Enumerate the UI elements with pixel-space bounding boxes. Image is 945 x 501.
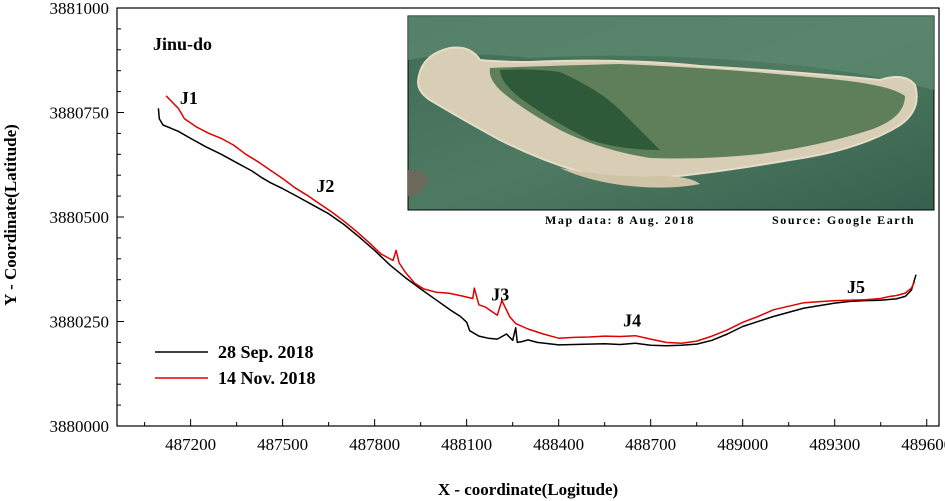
y-tick-label: 3880000 — [50, 417, 110, 436]
shoreline-14-nov-2018 — [165, 95, 916, 344]
inset-rock — [408, 169, 428, 196]
y-tick-label: 3881000 — [50, 0, 110, 18]
x-tick-label: 487200 — [165, 435, 216, 454]
junction-label-j5: J5 — [847, 277, 865, 297]
shoreline-28-sep-2018 — [157, 108, 917, 347]
inset-forest — [500, 69, 660, 150]
junction-label-j4: J4 — [623, 311, 641, 331]
x-tick-label: 488700 — [625, 435, 676, 454]
junction-label-j3: J3 — [491, 285, 509, 305]
chart-title: Jinu-do — [153, 34, 212, 54]
inset-spit — [560, 168, 700, 188]
junction-label-j1: J1 — [180, 88, 198, 108]
inset-tidal-flat — [408, 16, 934, 90]
y-tick-label: 3880750 — [50, 104, 110, 123]
x-tick-label: 489300 — [809, 435, 860, 454]
series-lines — [157, 95, 917, 347]
x-tick-label: 489000 — [717, 435, 768, 454]
x-tick-label: 487800 — [349, 435, 400, 454]
x-axis-title: X - coordinate(Logitude) — [438, 480, 618, 499]
junction-label-j2: J2 — [316, 176, 334, 196]
junction-labels: J1 J2 J3 J4 J5 — [180, 88, 865, 330]
y-axis-title: Y - Coordinate(Latitude) — [1, 124, 20, 306]
inset-caption-date: Map data: 8 Aug. 2018 — [545, 213, 695, 227]
x-tick-label: 489600 — [901, 435, 945, 454]
legend-label-nov: 14 Nov. 2018 — [218, 368, 316, 388]
inset-caption-source: Source: Google Earth — [772, 213, 915, 227]
x-tick-label: 488400 — [533, 435, 584, 454]
axes: 487200 487500 487800 488100 488400 488700 4890… — [50, 0, 945, 454]
y-tick-label: 3880500 — [50, 208, 110, 227]
x-tick-label: 488100 — [441, 435, 492, 454]
satellite-inset — [407, 15, 935, 211]
x-tick-label: 487500 — [257, 435, 308, 454]
legend: 28 Sep. 2018 14 Nov. 2018 — [155, 342, 316, 388]
legend-label-sep: 28 Sep. 2018 — [218, 342, 314, 362]
y-tick-label: 3880250 — [50, 313, 110, 332]
